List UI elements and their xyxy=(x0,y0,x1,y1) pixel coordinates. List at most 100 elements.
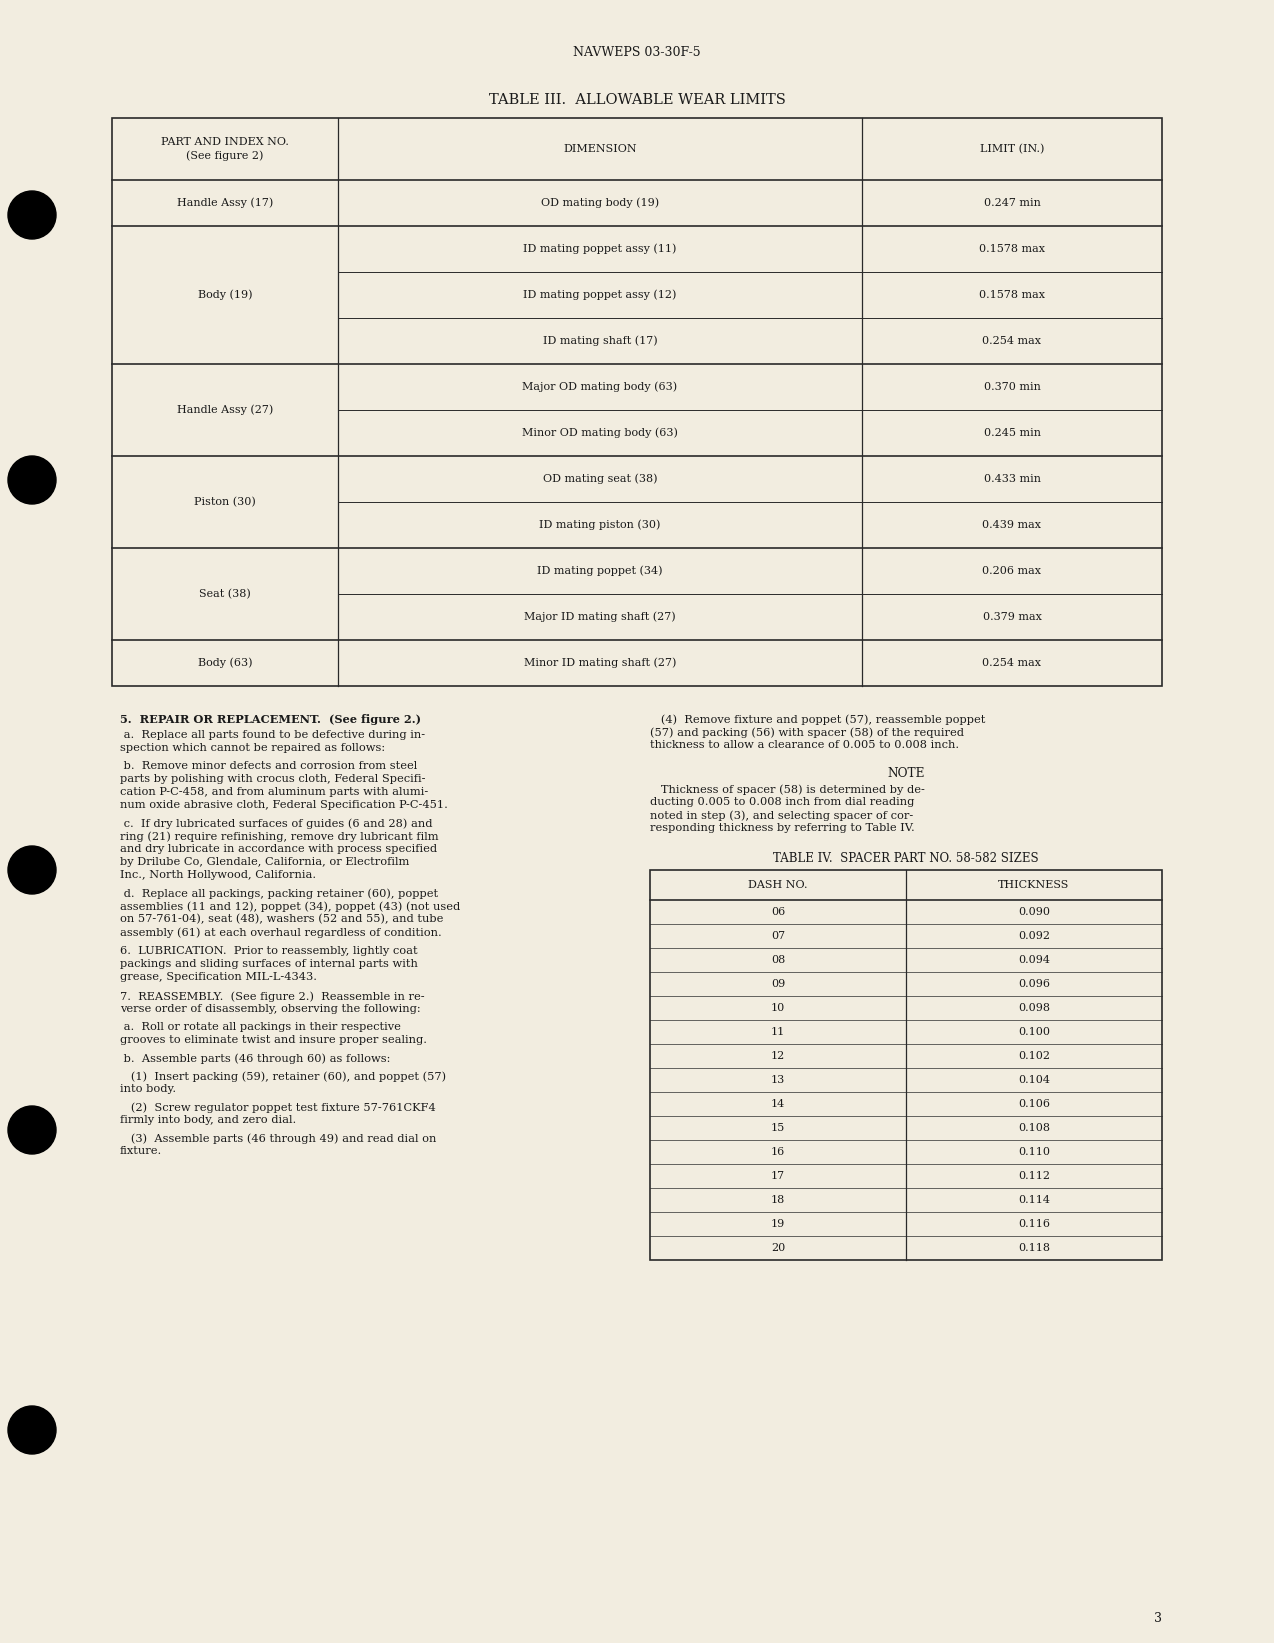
Text: 18: 18 xyxy=(771,1194,785,1204)
Text: 0.1578 max: 0.1578 max xyxy=(978,245,1045,255)
Circle shape xyxy=(8,457,56,504)
Text: Inc., North Hollywood, California.: Inc., North Hollywood, California. xyxy=(120,871,316,881)
Text: firmly into body, and zero dial.: firmly into body, and zero dial. xyxy=(120,1116,297,1125)
Text: 11: 11 xyxy=(771,1027,785,1037)
Text: b.  Assemble parts (46 through 60) as follows:: b. Assemble parts (46 through 60) as fol… xyxy=(120,1053,390,1063)
Text: spection which cannot be repaired as follows:: spection which cannot be repaired as fol… xyxy=(120,743,385,752)
Text: ID mating poppet (34): ID mating poppet (34) xyxy=(538,565,662,577)
Text: 14: 14 xyxy=(771,1099,785,1109)
Text: TABLE III.  ALLOWABLE WEAR LIMITS: TABLE III. ALLOWABLE WEAR LIMITS xyxy=(488,94,786,107)
Text: 0.206 max: 0.206 max xyxy=(982,565,1042,577)
Text: ID mating poppet assy (12): ID mating poppet assy (12) xyxy=(524,289,676,301)
Text: grooves to eliminate twist and insure proper sealing.: grooves to eliminate twist and insure pr… xyxy=(120,1035,427,1045)
Text: ID mating piston (30): ID mating piston (30) xyxy=(539,519,661,531)
Text: 5.  REPAIR OR REPLACEMENT.  (See figure 2.): 5. REPAIR OR REPLACEMENT. (See figure 2.… xyxy=(120,715,422,725)
Text: by Drilube Co, Glendale, California, or Electrofilm: by Drilube Co, Glendale, California, or … xyxy=(120,858,409,868)
Text: 15: 15 xyxy=(771,1124,785,1134)
Text: 0.379 max: 0.379 max xyxy=(982,611,1041,623)
Text: and dry lubricate in accordance with process specified: and dry lubricate in accordance with pro… xyxy=(120,845,437,854)
Text: 12: 12 xyxy=(771,1052,785,1061)
Text: Seat (38): Seat (38) xyxy=(199,588,251,600)
Text: 0.433 min: 0.433 min xyxy=(984,473,1041,485)
Text: Body (63): Body (63) xyxy=(197,657,252,669)
Text: Minor OD mating body (63): Minor OD mating body (63) xyxy=(522,427,678,439)
Text: OD mating body (19): OD mating body (19) xyxy=(541,197,659,209)
Text: LIMIT (IN.): LIMIT (IN.) xyxy=(980,145,1045,154)
Text: PART AND INDEX NO.
(See figure 2): PART AND INDEX NO. (See figure 2) xyxy=(161,136,289,161)
Text: 16: 16 xyxy=(771,1147,785,1157)
Text: 06: 06 xyxy=(771,907,785,917)
Text: 0.098: 0.098 xyxy=(1018,1002,1050,1014)
Text: (1)  Insert packing (59), retainer (60), and poppet (57): (1) Insert packing (59), retainer (60), … xyxy=(120,1071,446,1081)
Text: Piston (30): Piston (30) xyxy=(194,496,256,508)
Text: parts by polishing with crocus cloth, Federal Specifi-: parts by polishing with crocus cloth, Fe… xyxy=(120,774,426,784)
Text: 0.1578 max: 0.1578 max xyxy=(978,291,1045,301)
Text: 0.254 max: 0.254 max xyxy=(982,337,1042,347)
Text: Major ID mating shaft (27): Major ID mating shaft (27) xyxy=(524,611,675,623)
Text: 08: 08 xyxy=(771,955,785,964)
Text: a.  Roll or rotate all packings in their respective: a. Roll or rotate all packings in their … xyxy=(120,1022,401,1032)
Text: (3)  Assemble parts (46 through 49) and read dial on: (3) Assemble parts (46 through 49) and r… xyxy=(120,1134,437,1144)
Text: 0.096: 0.096 xyxy=(1018,979,1050,989)
Text: 0.094: 0.094 xyxy=(1018,955,1050,964)
Text: num oxide abrasive cloth, Federal Specification P-C-451.: num oxide abrasive cloth, Federal Specif… xyxy=(120,800,448,810)
Text: assembly (61) at each overhaul regardless of condition.: assembly (61) at each overhaul regardles… xyxy=(120,927,442,938)
Text: grease, Specification MIL-L-4343.: grease, Specification MIL-L-4343. xyxy=(120,973,317,983)
Text: THICKNESS: THICKNESS xyxy=(999,881,1070,891)
Text: d.  Replace all packings, packing retainer (60), poppet: d. Replace all packings, packing retaine… xyxy=(120,887,438,899)
Text: 0.112: 0.112 xyxy=(1018,1171,1050,1181)
Text: Thickness of spacer (58) is determined by de-: Thickness of spacer (58) is determined b… xyxy=(650,784,925,795)
Text: 0.116: 0.116 xyxy=(1018,1219,1050,1229)
Text: 0.110: 0.110 xyxy=(1018,1147,1050,1157)
Text: verse order of disassembly, observing the following:: verse order of disassembly, observing th… xyxy=(120,1004,420,1014)
Text: (57) and packing (56) with spacer (58) of the required: (57) and packing (56) with spacer (58) o… xyxy=(650,726,964,738)
Text: ID mating shaft (17): ID mating shaft (17) xyxy=(543,335,657,347)
Text: fixture.: fixture. xyxy=(120,1147,162,1157)
Text: Minor ID mating shaft (27): Minor ID mating shaft (27) xyxy=(524,657,676,669)
Text: 3: 3 xyxy=(1154,1612,1162,1625)
Text: ID mating poppet assy (11): ID mating poppet assy (11) xyxy=(524,243,676,255)
Text: 0.245 min: 0.245 min xyxy=(984,427,1041,439)
Text: on 57-761-04), seat (48), washers (52 and 55), and tube: on 57-761-04), seat (48), washers (52 an… xyxy=(120,914,443,925)
Bar xyxy=(650,871,1162,1260)
Text: cation P-C-458, and from aluminum parts with alumi-: cation P-C-458, and from aluminum parts … xyxy=(120,787,428,797)
Text: 10: 10 xyxy=(771,1002,785,1014)
Text: DASH NO.: DASH NO. xyxy=(748,881,808,891)
Text: 7.  REASSEMBLY.  (See figure 2.)  Reassemble in re-: 7. REASSEMBLY. (See figure 2.) Reassembl… xyxy=(120,991,424,1002)
Text: 0.254 max: 0.254 max xyxy=(982,657,1042,669)
Text: b.  Remove minor defects and corrosion from steel: b. Remove minor defects and corrosion fr… xyxy=(120,761,418,771)
Text: 07: 07 xyxy=(771,932,785,941)
Text: 0.114: 0.114 xyxy=(1018,1194,1050,1204)
Text: Handle Assy (27): Handle Assy (27) xyxy=(177,404,273,416)
Text: 6.  LUBRICATION.  Prior to reassembly, lightly coat: 6. LUBRICATION. Prior to reassembly, lig… xyxy=(120,946,418,956)
Circle shape xyxy=(8,191,56,238)
Text: 0.108: 0.108 xyxy=(1018,1124,1050,1134)
Circle shape xyxy=(8,1106,56,1153)
Text: 19: 19 xyxy=(771,1219,785,1229)
Text: TABLE IV.  SPACER PART NO. 58-582 SIZES: TABLE IV. SPACER PART NO. 58-582 SIZES xyxy=(773,853,1038,864)
Text: ducting 0.005 to 0.008 inch from dial reading: ducting 0.005 to 0.008 inch from dial re… xyxy=(650,797,915,807)
Circle shape xyxy=(8,846,56,894)
Text: NOTE: NOTE xyxy=(887,767,925,780)
Text: Handle Assy (17): Handle Assy (17) xyxy=(177,197,273,209)
Text: DIMENSION: DIMENSION xyxy=(563,145,637,154)
Text: (4)  Remove fixture and poppet (57), reassemble poppet: (4) Remove fixture and poppet (57), reas… xyxy=(650,715,985,725)
Text: (2)  Screw regulator poppet test fixture 57-761CKF4: (2) Screw regulator poppet test fixture … xyxy=(120,1102,436,1112)
Text: OD mating seat (38): OD mating seat (38) xyxy=(543,473,657,485)
Text: Body (19): Body (19) xyxy=(197,289,252,301)
Text: thickness to allow a clearance of 0.005 to 0.008 inch.: thickness to allow a clearance of 0.005 … xyxy=(650,739,959,749)
Text: 17: 17 xyxy=(771,1171,785,1181)
Text: into body.: into body. xyxy=(120,1084,176,1094)
Text: 0.102: 0.102 xyxy=(1018,1052,1050,1061)
Text: 0.247 min: 0.247 min xyxy=(984,199,1041,209)
Text: 0.100: 0.100 xyxy=(1018,1027,1050,1037)
Text: assemblies (11 and 12), poppet (34), poppet (43) (not used: assemblies (11 and 12), poppet (34), pop… xyxy=(120,900,460,912)
Text: 09: 09 xyxy=(771,979,785,989)
Text: 0.106: 0.106 xyxy=(1018,1099,1050,1109)
Text: noted in step (3), and selecting spacer of cor-: noted in step (3), and selecting spacer … xyxy=(650,810,913,820)
Text: 0.439 max: 0.439 max xyxy=(982,519,1042,531)
Text: Major OD mating body (63): Major OD mating body (63) xyxy=(522,381,678,393)
Text: c.  If dry lubricated surfaces of guides (6 and 28) and: c. If dry lubricated surfaces of guides … xyxy=(120,818,432,828)
Text: a.  Replace all parts found to be defective during in-: a. Replace all parts found to be defecti… xyxy=(120,729,426,739)
Text: NAVWEPS 03-30F-5: NAVWEPS 03-30F-5 xyxy=(573,46,701,59)
